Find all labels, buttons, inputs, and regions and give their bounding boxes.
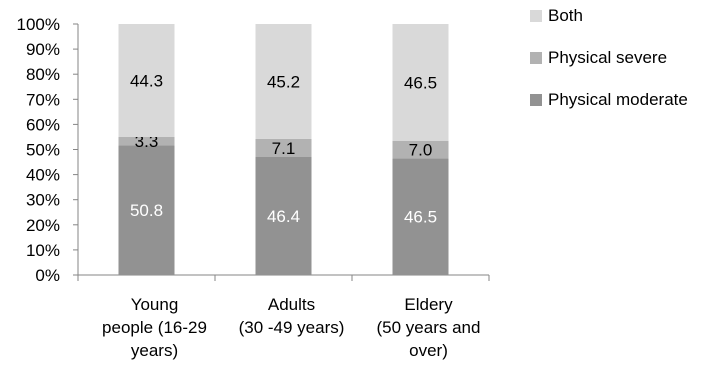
data-label-both-1: 45.2 [267,72,300,91]
bar-physical-moderate-1 [255,157,312,275]
x-category-label-2: Eldery (50 years and over) [377,295,481,360]
y-tick-label-4: 40% [26,166,60,185]
x-category-label-line: Eldery [404,295,453,314]
legend-label-physical-severe: Physical severe [548,48,668,67]
bar-both-0 [118,24,175,138]
data-label-physical-severe-2: 7.0 [409,141,433,160]
bar-physical-severe-0 [118,137,175,146]
y-tick-label-7: 70% [26,90,60,109]
x-category-label-line: (30 -49 years) [239,318,345,337]
data-label-physical-moderate-0: 50.8 [130,201,163,220]
legend-swatch-both [530,10,542,22]
y-tick-label-9: 90% [26,40,60,59]
x-category-label-line: over) [409,341,448,360]
x-category-label-0: Young people (16-29 years) [102,295,207,360]
y-tick-label-0: 0% [35,266,60,285]
legend-swatch-physical-moderate [530,94,542,106]
y-tick-label-3: 30% [26,191,60,210]
legend-swatch-physical-severe [530,52,542,64]
legend-label-both: Both [548,6,583,25]
y-tick-label-8: 80% [26,65,60,84]
legend-label-physical-moderate: Physical moderate [548,90,688,109]
data-label-both-2: 46.5 [404,73,437,92]
x-category-label-line: people (16-29 [102,318,207,337]
x-category-label-line: years) [131,341,178,360]
y-tick-label-5: 50% [26,141,60,160]
bar-physical-moderate-2 [392,158,449,275]
data-label-physical-moderate-1: 46.4 [267,207,300,226]
y-tick-label-6: 60% [26,115,60,134]
y-tick-label-1: 10% [26,241,60,260]
x-category-label-1: Adults (30 -49 years) [239,295,345,337]
x-category-label-line: Young [131,295,179,314]
y-tick-label-2: 20% [26,216,60,235]
data-label-both-0: 44.3 [130,72,163,91]
data-label-physical-moderate-2: 46.5 [404,208,437,227]
y-tick-label-10: 100% [17,15,60,34]
x-category-label-line: Adults [268,295,315,314]
x-category-label-line: (50 years and [377,318,481,337]
data-label-physical-severe-1: 7.1 [272,139,296,158]
bar-both-2 [392,24,449,141]
bar-physical-severe-2 [392,140,449,159]
bar-physical-moderate-0 [118,145,175,275]
bar-both-1 [255,24,312,139]
bar-physical-severe-1 [255,138,312,158]
